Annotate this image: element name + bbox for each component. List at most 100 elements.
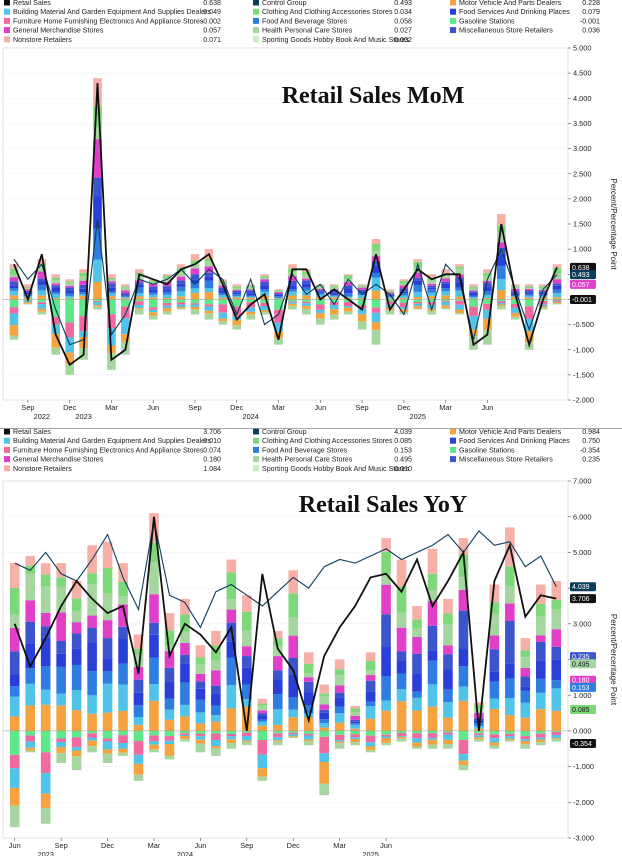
legend-value: 0.049 bbox=[203, 8, 221, 16]
bar-segment bbox=[303, 663, 314, 674]
bar-segment bbox=[204, 310, 214, 314]
bar-segment bbox=[204, 276, 214, 281]
bar-segment bbox=[121, 306, 130, 319]
legend-swatch bbox=[253, 456, 259, 463]
bar-segment bbox=[385, 301, 395, 305]
bar-segment bbox=[79, 284, 88, 289]
bar-segment bbox=[551, 734, 562, 738]
bar-segment bbox=[319, 783, 329, 796]
bar-segment bbox=[56, 577, 66, 587]
bar-segment bbox=[288, 674, 299, 698]
bar-segment bbox=[79, 269, 88, 273]
bar-segment bbox=[218, 297, 228, 300]
bar-segment bbox=[458, 730, 469, 741]
bar-segment bbox=[40, 689, 51, 705]
bar-segment bbox=[164, 709, 175, 720]
bar-segment bbox=[257, 740, 268, 755]
bar-segment bbox=[538, 284, 548, 287]
bar-segment bbox=[489, 649, 500, 672]
bar-segment bbox=[9, 274, 19, 278]
bar-segment bbox=[87, 737, 97, 741]
bar-segment bbox=[483, 280, 492, 284]
bar-segment bbox=[133, 634, 144, 649]
bar-segment bbox=[385, 298, 395, 300]
bar-segment bbox=[162, 276, 172, 279]
bar-segment bbox=[37, 278, 47, 282]
bar-segment bbox=[469, 329, 478, 337]
bar-segment bbox=[180, 682, 190, 705]
bar-segment bbox=[107, 328, 116, 346]
bar-segment bbox=[371, 256, 381, 262]
bar-segment bbox=[469, 299, 478, 307]
bar-segment bbox=[469, 316, 478, 330]
legend-swatch bbox=[253, 446, 259, 453]
bar-segment bbox=[535, 692, 546, 710]
bar-segment bbox=[162, 308, 172, 312]
bar-segment bbox=[93, 281, 102, 300]
bar-segment bbox=[497, 304, 506, 307]
bar-segment bbox=[65, 281, 74, 284]
bar-segment bbox=[412, 697, 422, 711]
bar-segment bbox=[51, 283, 61, 286]
bar-segment bbox=[365, 670, 376, 676]
bar-segment bbox=[257, 698, 268, 704]
bar-segment bbox=[162, 305, 172, 309]
bar-segment bbox=[427, 601, 438, 626]
bar-segment bbox=[260, 285, 269, 290]
bar-segment bbox=[79, 280, 88, 285]
bar-segment bbox=[37, 259, 47, 265]
bar-segment bbox=[334, 730, 345, 735]
bar-segment bbox=[133, 654, 144, 667]
bar-segment bbox=[23, 289, 33, 291]
bar-segment bbox=[412, 742, 422, 747]
legend-value: 0.036 bbox=[582, 27, 600, 35]
bar-segment bbox=[211, 660, 221, 671]
bar-segment bbox=[535, 660, 546, 679]
bar-segment bbox=[25, 600, 36, 622]
bar-segment bbox=[469, 284, 478, 287]
bar-segment bbox=[133, 705, 144, 717]
bar-segment bbox=[441, 305, 450, 308]
bar-segment bbox=[357, 297, 367, 300]
bar-segment bbox=[107, 291, 116, 294]
bar-segment bbox=[257, 721, 268, 726]
bar-segment bbox=[399, 280, 409, 284]
bar-segment bbox=[211, 685, 221, 694]
bar-segment bbox=[510, 299, 520, 304]
bar-segment bbox=[343, 289, 353, 294]
bar-segment bbox=[37, 295, 47, 300]
bar-segment bbox=[9, 787, 20, 806]
bar-segment bbox=[334, 740, 345, 742]
bar-segment bbox=[552, 300, 562, 302]
bar-segment bbox=[23, 290, 33, 293]
x-year-label: 2024 bbox=[177, 850, 193, 856]
legend-value: -0.002 bbox=[201, 17, 221, 25]
bar-segment bbox=[149, 513, 159, 543]
bar-segment bbox=[371, 261, 381, 266]
bar-segment bbox=[87, 615, 97, 629]
y-tick-label: -3.000 bbox=[573, 834, 594, 843]
bar-segment bbox=[246, 287, 256, 290]
bar-segment bbox=[524, 288, 534, 291]
bar-segment bbox=[469, 292, 478, 296]
x-tick-label: Jun bbox=[380, 841, 392, 850]
bar-segment bbox=[329, 290, 339, 293]
bar-segment bbox=[441, 288, 450, 292]
legend-swatch bbox=[450, 0, 456, 6]
bar-segment bbox=[427, 706, 438, 731]
bar-segment bbox=[242, 630, 252, 647]
legend-value: 0.010 bbox=[394, 465, 412, 473]
bar-segment bbox=[319, 727, 329, 731]
bar-segment bbox=[474, 733, 484, 736]
bar-segment bbox=[149, 744, 159, 750]
bar-segment bbox=[302, 290, 311, 296]
bar-segment bbox=[204, 306, 214, 311]
bar-segment bbox=[118, 684, 128, 711]
legend-label: Clothing And Clothing Accessories Stores bbox=[262, 437, 393, 445]
bar-segment bbox=[257, 703, 268, 706]
bar-segment bbox=[25, 741, 36, 748]
bar-segment bbox=[505, 738, 515, 741]
bar-segment bbox=[79, 292, 88, 295]
bar-segment bbox=[357, 299, 367, 306]
end-tag-box bbox=[570, 262, 596, 272]
